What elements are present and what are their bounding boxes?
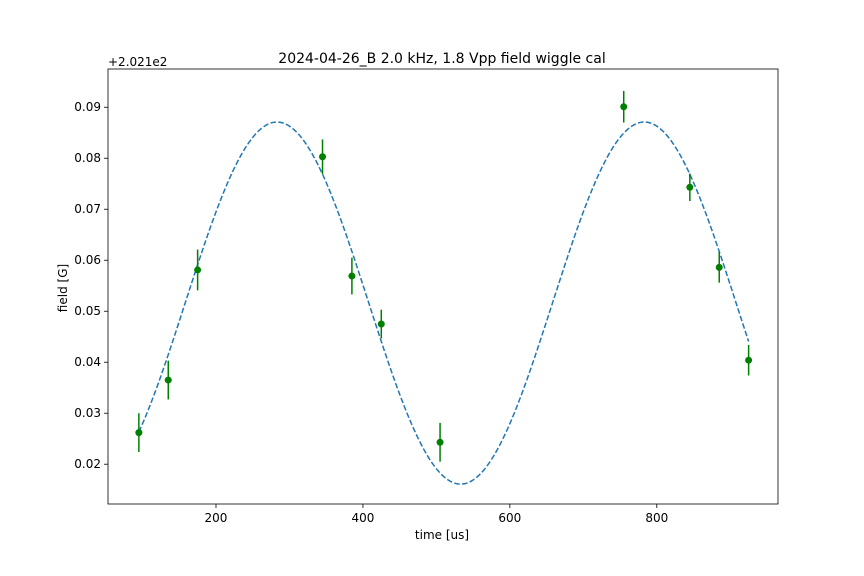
data-point	[715, 263, 723, 271]
y-tick-label: 0.09	[74, 100, 101, 114]
x-tick-label: 800	[645, 511, 668, 525]
y-tick-label: 0.05	[74, 304, 101, 318]
y-tick-label: 0.02	[74, 457, 101, 471]
x-tick-label: 400	[351, 511, 374, 525]
data-point	[135, 429, 143, 437]
axes: 200 400 600 800 0.02 0.03 0.04 0.05 0.06 0.07 0.08…	[74, 68, 779, 525]
chart-title: 2024-04-26_B 2.0 kHz, 1.8 Vpp field wigg…	[278, 51, 605, 67]
y-axis-title: field [G]	[56, 264, 70, 312]
y-tick-label: 0.06	[74, 253, 101, 267]
data-point	[319, 153, 327, 161]
y-tick-label: 0.04	[74, 355, 101, 369]
x-tick-label: 200	[205, 511, 228, 525]
y-offset-label: +2.021e2	[108, 55, 167, 69]
data-point	[620, 103, 628, 111]
data-point	[164, 376, 172, 384]
data-point	[436, 438, 444, 446]
y-tick-label: 0.07	[74, 202, 101, 216]
fit-line	[138, 121, 750, 485]
axes-frame	[107, 68, 779, 505]
data-point	[348, 272, 356, 280]
data-point	[745, 356, 753, 364]
y-tick-label: 0.08	[74, 151, 101, 165]
x-tick-label: 600	[498, 511, 521, 525]
data-point	[686, 183, 694, 191]
plot-area	[135, 90, 753, 485]
data-point	[194, 266, 202, 274]
y-tick-label: 0.03	[74, 406, 101, 420]
x-axis-title: time [us]	[415, 528, 469, 542]
data-point	[377, 320, 385, 328]
